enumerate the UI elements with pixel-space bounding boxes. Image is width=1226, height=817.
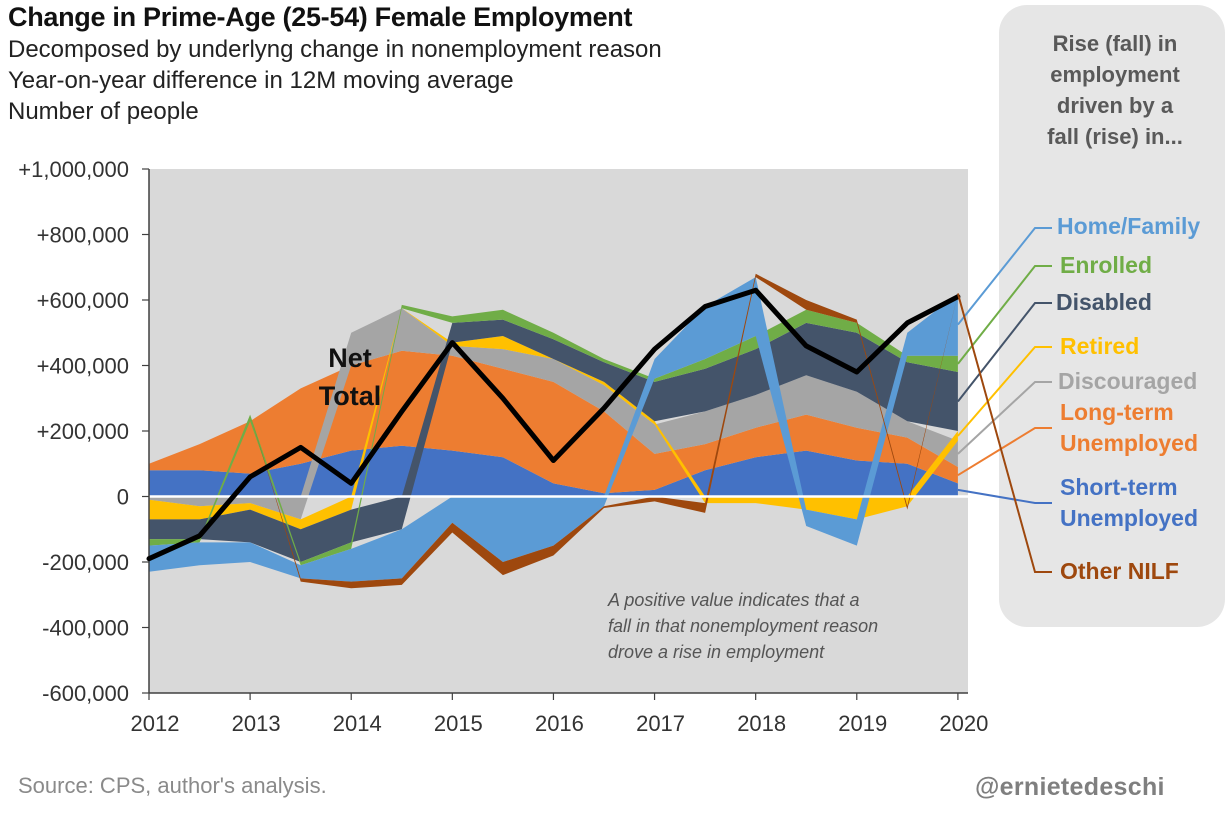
note-annotation: drove a rise in employment — [608, 642, 825, 662]
net-total-point — [905, 320, 910, 325]
area-disabled — [149, 319, 958, 562]
net-total-point — [450, 340, 455, 345]
net-total-point — [602, 406, 606, 411]
legend-item-home-family: Home/Family — [1057, 213, 1201, 239]
x-tick-label: 2018 — [737, 711, 786, 736]
legend-label-line: Unemployed — [1060, 430, 1199, 456]
y-tick-label: +600,000 — [37, 288, 129, 313]
legend-label-line: Short-term — [1060, 474, 1178, 500]
y-tick-label: -400,000 — [42, 616, 129, 641]
x-tick-label: 2016 — [535, 711, 584, 736]
legend-item-long-term-unemployed: Long-term Unemployed — [1060, 397, 1198, 459]
author-handle: @ernietedeschi — [975, 773, 1165, 801]
legend-item-other-nilf: Other NILF — [1060, 558, 1179, 584]
area-home-family — [149, 277, 958, 582]
legend-title-line: employment — [1050, 62, 1180, 87]
net-total-point — [652, 347, 657, 352]
net-total-point — [147, 556, 151, 561]
y-tick-label: +800,000 — [37, 223, 129, 248]
net-total-point — [248, 474, 253, 479]
legend-item-disabled: Disabled — [1056, 289, 1152, 315]
legend-title-line: Rise (fall) in — [1052, 31, 1178, 56]
y-tick-label: +1,000,000 — [18, 157, 129, 182]
net-total-point — [298, 445, 303, 450]
legend-item-retired: Retired — [1060, 333, 1140, 359]
legend-panel — [999, 5, 1225, 627]
leader-line-disabled — [957, 302, 1052, 403]
legend-title-line: fall (rise) in... — [1047, 124, 1183, 149]
note-annotation: A positive value indicates that a — [607, 590, 859, 610]
y-tick-label: -200,000 — [42, 550, 129, 575]
x-tick-label: 2019 — [838, 711, 887, 736]
area-discouraged — [149, 308, 958, 520]
leader-line-other-nilf — [956, 293, 1052, 573]
net-total-point — [500, 396, 505, 401]
leader-line-long-term-unemployed — [957, 427, 1052, 477]
chart-subtitle-2: Year-on-year difference in 12M moving av… — [8, 67, 514, 94]
net-total-label: Total — [319, 381, 382, 411]
area-long-term-unemployed — [149, 350, 958, 494]
legend-item-discouraged: Discouraged — [1058, 368, 1198, 394]
net-total-point — [703, 304, 708, 309]
net-total-point — [753, 288, 758, 293]
chart-subtitle-3: Number of people — [8, 98, 199, 125]
legend-panel-title: Rise (fall) in employment driven by a fa… — [1010, 28, 1220, 152]
net-total-point — [349, 481, 354, 486]
note-annotation: fall in that nonemployment reason — [608, 616, 878, 636]
y-tick-label: +200,000 — [37, 419, 129, 444]
net-total-label: Net — [328, 343, 372, 373]
net-total-point — [197, 533, 202, 538]
x-tick-label: 2014 — [333, 711, 382, 736]
leader-line-short-term-unemployed — [957, 488, 1052, 504]
legend-label-line: Unemployed — [1060, 505, 1199, 531]
leader-line-discouraged — [957, 381, 1052, 455]
y-tick-label: +400,000 — [37, 354, 129, 379]
x-tick-label: 2017 — [636, 711, 685, 736]
chart-subtitle-1: Decomposed by underlyng change in nonemp… — [8, 36, 662, 63]
y-tick-label: 0 — [117, 485, 129, 510]
leader-line-retired — [957, 346, 1052, 437]
net-total-point — [854, 370, 859, 375]
leader-line-enrolled — [957, 265, 1052, 365]
net-total-point — [399, 409, 404, 414]
x-tick-label: 2015 — [434, 711, 483, 736]
chart-title: Change in Prime-Age (25-54) Female Emplo… — [8, 2, 633, 32]
source-note: Source: CPS, author's analysis. — [18, 773, 327, 798]
legend-item-short-term-unemployed: Short-term Unemployed — [1060, 472, 1198, 534]
leader-line-home-family — [957, 227, 1052, 326]
net-total-point — [551, 458, 556, 463]
legend-item-enrolled: Enrolled — [1060, 252, 1153, 278]
area-retired — [149, 308, 958, 530]
net-total-point — [804, 343, 809, 348]
legend-label-line: Long-term — [1060, 399, 1174, 425]
legend-title-line: driven by a — [1056, 93, 1174, 118]
x-tick-label: 2012 — [131, 711, 180, 736]
y-tick-label: -600,000 — [42, 681, 129, 706]
x-tick-label: 2020 — [939, 711, 988, 736]
x-tick-label: 2013 — [232, 711, 281, 736]
